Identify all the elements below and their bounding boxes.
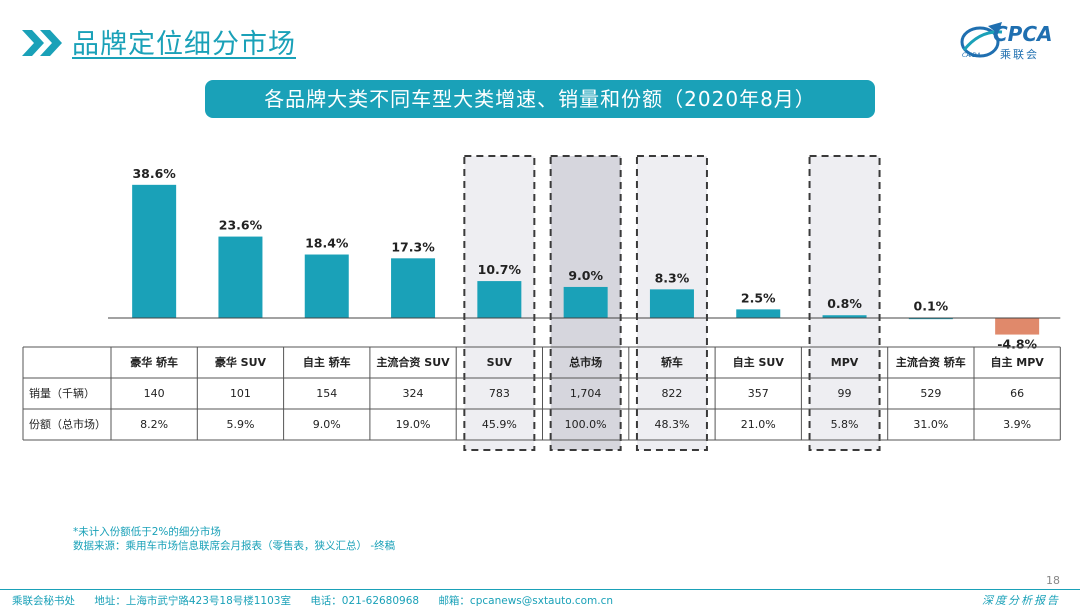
table-cell: 5.8% (831, 418, 859, 431)
data-label: 0.1% (914, 299, 949, 314)
page-number: 18 (1046, 574, 1060, 587)
bar (391, 258, 436, 318)
table-cell: 3.9% (1003, 418, 1031, 431)
category-label: 主流合资 SUV (376, 355, 450, 369)
data-label: 8.3% (655, 270, 690, 285)
bar (995, 318, 1040, 335)
category-label: MPV (831, 356, 859, 369)
data-label: 18.4% (305, 236, 349, 251)
table-cell: 357 (748, 387, 769, 400)
table-cell: 324 (403, 387, 424, 400)
table-cell: 9.0% (313, 418, 341, 431)
table-cell: 101 (230, 387, 251, 400)
table-cell: 100.0% (565, 418, 607, 431)
data-label: 0.8% (827, 296, 862, 311)
bar (822, 315, 867, 318)
note-line-2: 数据来源：乘用车市场信息联席会月报表（零售表，狭义汇总） -终稿 (73, 540, 396, 552)
logo-small-text: CAIDA (962, 52, 981, 59)
data-label: 9.0% (568, 268, 603, 283)
category-label: 总市场 (569, 355, 602, 369)
category-label: 豪华 SUV (215, 355, 267, 369)
bar-chart: 38.6% 23.6% 18.4% 17.3% 10.7% 9.0% 8.3% 2.5% 0.8… (22, 155, 1061, 451)
table-cell: 45.9% (482, 418, 517, 431)
bar (649, 289, 694, 318)
data-label: -4.8% (997, 337, 1037, 352)
category-label: 自主 轿车 (303, 355, 351, 369)
footer-tagline: 深度分析报告 (982, 594, 1060, 607)
data-label: 23.6% (219, 218, 263, 233)
footer: 乘联会秘书处 地址：上海市武宁路423号18号楼1103室 电话：021-626… (12, 593, 629, 608)
category-label: 豪华 轿车 (130, 355, 178, 369)
highlight-box (808, 155, 881, 451)
category-label: 自主 SUV (733, 355, 785, 369)
footer-phone: 电话：021-62680968 (310, 595, 420, 607)
table-cell: 99 (838, 387, 852, 400)
data-label: 38.6% (132, 166, 176, 181)
table-row-label: 销量（千辆） (29, 386, 95, 400)
category-label: 主流合资 轿车 (896, 355, 966, 369)
table-cell: 783 (489, 387, 510, 400)
table-cell: 140 (144, 387, 165, 400)
table-cell: 529 (920, 387, 941, 400)
data-label: 2.5% (741, 290, 776, 305)
footer-address: 地址：上海市武宁路423号18号楼1103室 (94, 595, 291, 607)
table-cell: 8.2% (140, 418, 168, 431)
table-cell: 21.0% (741, 418, 776, 431)
footer-divider (0, 589, 1080, 590)
data-label: 17.3% (391, 239, 435, 254)
bar (218, 236, 263, 318)
bar (736, 309, 781, 318)
bar (563, 286, 608, 318)
table-cell: 31.0% (913, 418, 948, 431)
category-label: SUV (487, 356, 513, 369)
table-row-label: 份额（总市场） (29, 417, 106, 431)
logo-subtitle: 乘联会 (1000, 48, 1039, 61)
chevron-double-icon (22, 30, 62, 56)
table-cell: 66 (1010, 387, 1024, 400)
footer-org: 乘联会秘书处 (12, 595, 75, 607)
bar (132, 184, 177, 318)
category-label: 轿车 (661, 355, 683, 369)
table-cell: 154 (316, 387, 337, 400)
note-line-1: *未计入份额低于2%的细分市场 (73, 526, 221, 538)
logo-text: CPCA (993, 22, 1053, 46)
chart-title-banner: 各品牌大类不同车型大类增速、销量和份额（2020年8月） (205, 80, 875, 118)
table-cell: 1,704 (570, 387, 602, 400)
footer-email: 邮箱：cpcanews@sxtauto.com.cn (438, 595, 614, 607)
table-cell: 822 (661, 387, 682, 400)
category-label: 自主 MPV (990, 355, 1044, 369)
notes: *未计入份额低于2%的细分市场 数据来源：乘用车市场信息联席会月报表（零售表，狭… (73, 525, 395, 553)
page-title: 品牌定位细分市场 (72, 29, 296, 60)
table-cell: 48.3% (654, 418, 689, 431)
table-cell: 19.0% (396, 418, 431, 431)
data-label: 10.7% (478, 262, 522, 277)
bar (477, 281, 522, 318)
table-cell: 5.9% (226, 418, 254, 431)
bar (304, 254, 349, 318)
cpca-logo-icon (960, 22, 1003, 58)
